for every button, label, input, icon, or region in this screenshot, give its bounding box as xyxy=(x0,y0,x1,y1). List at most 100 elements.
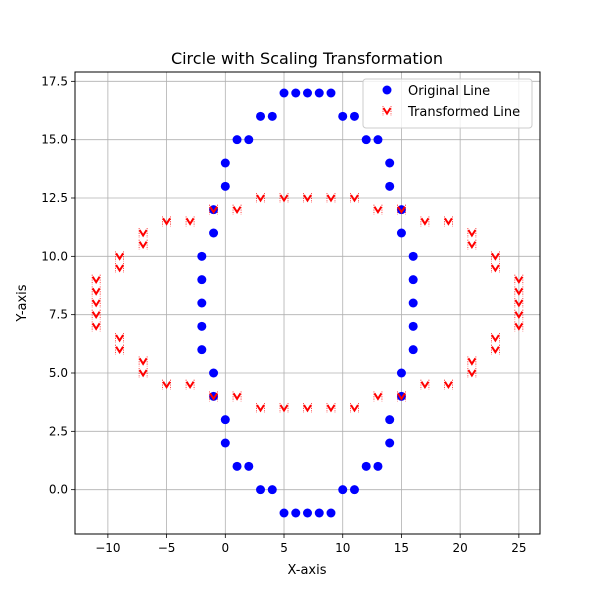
marker-edge xyxy=(373,391,383,402)
marker-chevron xyxy=(491,264,500,273)
transformed-point xyxy=(491,344,500,355)
marker-chevron xyxy=(326,194,336,203)
transformed-point xyxy=(279,193,289,203)
transformed-point xyxy=(373,391,383,402)
marker-chevron xyxy=(138,369,148,378)
original-point xyxy=(232,135,242,145)
marker-chevron xyxy=(256,404,265,413)
marker-edge xyxy=(209,204,218,215)
transformed-point xyxy=(91,298,101,308)
original-point xyxy=(291,88,301,98)
transformed-point xyxy=(115,333,124,343)
original-point xyxy=(349,485,359,495)
marker-edge xyxy=(444,379,453,390)
marker-edge xyxy=(91,274,101,285)
original-point xyxy=(361,135,371,145)
marker-edge xyxy=(115,263,124,273)
marker-chevron xyxy=(326,404,336,413)
transformed-point xyxy=(491,333,500,343)
original-point xyxy=(349,111,359,121)
x-tick-label: 10 xyxy=(335,541,350,555)
original-point xyxy=(197,298,207,308)
marker-chevron xyxy=(232,206,242,215)
legend: Original Line Transformed Line xyxy=(362,78,533,129)
original-point xyxy=(220,438,230,448)
original-point xyxy=(209,228,219,238)
legend-marker-original-glyph xyxy=(382,85,392,95)
legend-box xyxy=(362,78,533,129)
marker-chevron xyxy=(420,381,430,390)
marker-edge xyxy=(467,356,477,367)
y-tick-label: 10.0 xyxy=(41,249,68,263)
transformed-point xyxy=(514,309,524,320)
transformed-point xyxy=(209,391,218,402)
original-point xyxy=(361,461,371,471)
marker-edge xyxy=(514,274,524,285)
original-point xyxy=(197,251,207,261)
original-point xyxy=(209,368,219,378)
marker-chevron xyxy=(467,229,477,238)
marker-chevron xyxy=(514,322,524,331)
original-point xyxy=(373,135,383,145)
transformed-point xyxy=(303,193,312,203)
marker-chevron xyxy=(444,381,453,390)
marker-edge xyxy=(350,193,359,203)
transformed-point xyxy=(91,286,101,297)
marker-edge xyxy=(467,368,477,378)
marker-edge xyxy=(491,344,500,355)
original-point xyxy=(220,158,230,168)
marker-edge xyxy=(279,193,289,203)
original-point xyxy=(408,251,418,261)
marker-edge xyxy=(256,403,265,413)
original-point xyxy=(408,275,418,285)
transformed-point xyxy=(420,216,430,227)
marker-edge xyxy=(514,298,524,308)
transformed-point xyxy=(279,403,289,413)
marker-edge xyxy=(115,333,124,343)
marker-edge xyxy=(397,204,406,215)
marker-chevron xyxy=(467,357,477,366)
marker-edge xyxy=(162,379,171,390)
marker-edge xyxy=(382,106,392,116)
transformed-point xyxy=(514,274,524,285)
transformed-point xyxy=(467,368,477,378)
transformed-point xyxy=(232,204,242,215)
transformed-point xyxy=(115,263,124,273)
y-tick-label: 12.5 xyxy=(41,191,68,205)
marker-edge xyxy=(491,251,500,262)
marker-edge xyxy=(91,298,101,308)
transformed-point xyxy=(162,379,171,390)
marker-chevron xyxy=(491,346,500,355)
transformed-point xyxy=(138,228,148,238)
transformed-point xyxy=(350,193,359,203)
x-tick-label: 25 xyxy=(511,541,526,555)
transformed-point xyxy=(420,379,430,390)
marker-edge xyxy=(467,239,477,250)
marker-chevron xyxy=(514,287,524,296)
original-point xyxy=(220,181,230,191)
transformed-point xyxy=(256,193,265,203)
x-tick-label: −5 xyxy=(158,541,176,555)
y-axis-label: Y-axis xyxy=(15,284,30,322)
marker-edge xyxy=(91,309,101,320)
marker-edge xyxy=(138,228,148,238)
marker-chevron xyxy=(209,392,218,401)
marker-edge xyxy=(185,216,195,227)
original-point xyxy=(326,508,336,518)
original-point xyxy=(373,461,383,471)
original-point xyxy=(385,158,395,168)
marker-edge xyxy=(350,403,359,413)
marker-chevron xyxy=(91,311,101,320)
marker-edge xyxy=(514,309,524,320)
marker-edge xyxy=(256,193,265,203)
transformed-point xyxy=(185,379,195,390)
transformed-point xyxy=(514,298,524,308)
marker-chevron xyxy=(467,369,477,378)
transformed-point xyxy=(326,193,336,203)
original-point xyxy=(197,321,207,331)
original-point xyxy=(291,508,301,518)
original-point xyxy=(338,485,348,495)
marker-edge xyxy=(279,403,289,413)
transformed-point xyxy=(373,204,383,215)
